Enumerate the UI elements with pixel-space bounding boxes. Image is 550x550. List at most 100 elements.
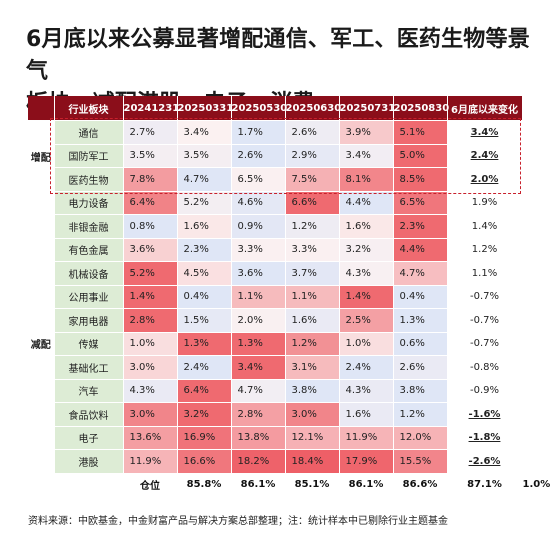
value-cell: 16.6%: [177, 449, 232, 474]
table-row: 医药生物 7.8% 4.7% 6.5% 7.5% 8.1% 8.5% 2.0%: [28, 167, 523, 192]
industry-name: 传媒: [54, 332, 124, 356]
value-cell: 6.6%: [285, 191, 340, 215]
industry-name: 机械设备: [54, 261, 124, 286]
industry-name: 家用电器: [54, 308, 124, 333]
table-header-row: 行业板块 20241231 20250331 20250530 20250630 2025…: [28, 96, 523, 121]
change-cell: -1.8%: [447, 426, 523, 450]
total-row: 仓位 85.8% 86.1% 85.1% 86.1% 86.6% 87.1% 1.0%: [28, 472, 550, 497]
value-cell: 4.6%: [231, 191, 286, 215]
change-cell: 1.4%: [447, 214, 523, 239]
value-cell: 3.8%: [393, 379, 448, 403]
value-cell: 12.0%: [393, 426, 448, 450]
value-cell: 3.4%: [231, 355, 286, 380]
column-header: 20250331: [177, 96, 233, 121]
column-header: 20250731: [339, 96, 395, 121]
change-cell: 1.9%: [447, 191, 523, 215]
value-cell: 13.6%: [123, 426, 178, 450]
value-cell: 1.4%: [123, 285, 178, 309]
value-cell: 2.3%: [393, 214, 448, 239]
value-cell: 4.3%: [339, 261, 394, 286]
total-value: 86.1%: [231, 472, 286, 497]
value-cell: 2.7%: [123, 120, 178, 145]
value-cell: 2.6%: [285, 120, 340, 145]
column-header: 20250530: [231, 96, 287, 121]
value-cell: 1.1%: [285, 285, 340, 309]
value-cell: 6.5%: [393, 191, 448, 215]
value-cell: 1.2%: [393, 402, 448, 427]
industry-name: 通信: [54, 120, 124, 145]
total-value: 85.8%: [177, 472, 232, 497]
value-cell: 1.6%: [339, 402, 394, 427]
value-cell: 3.5%: [123, 144, 178, 168]
table-row: 国防军工 3.5% 3.5% 2.6% 2.9% 3.4% 5.0% 2.4%: [28, 144, 523, 168]
value-cell: 3.7%: [285, 261, 340, 286]
column-header: 行业板块: [54, 96, 124, 121]
industry-name: 基础化工: [54, 355, 124, 380]
allocation-table: 行业板块 20241231 20250331 20250530 20250630 2025…: [28, 96, 550, 497]
value-cell: 1.3%: [393, 308, 448, 333]
value-cell: 18.4%: [285, 449, 340, 474]
value-cell: 12.1%: [285, 426, 340, 450]
value-cell: 4.3%: [123, 379, 178, 403]
value-cell: 2.9%: [285, 144, 340, 168]
value-cell: 3.6%: [231, 261, 286, 286]
value-cell: 1.6%: [339, 214, 394, 239]
value-cell: 0.4%: [393, 285, 448, 309]
value-cell: 1.2%: [285, 214, 340, 239]
value-cell: 17.9%: [339, 449, 394, 474]
change-cell: 2.4%: [447, 144, 523, 168]
total-value: 86.6%: [393, 472, 448, 497]
total-value: 87.1%: [447, 472, 523, 497]
value-cell: 3.4%: [339, 144, 394, 168]
value-cell: 11.9%: [339, 426, 394, 450]
value-cell: 15.5%: [393, 449, 448, 474]
value-cell: 3.6%: [123, 238, 178, 262]
table-row: 食品饮料 3.0% 3.2% 2.8% 3.0% 1.6% 1.2% -1.6%: [28, 402, 523, 427]
industry-name: 电子: [54, 426, 124, 450]
value-cell: 3.0%: [123, 355, 178, 380]
value-cell: 6.4%: [177, 379, 232, 403]
value-cell: 5.1%: [393, 120, 448, 145]
industry-name: 非银金融: [54, 214, 124, 239]
value-cell: 1.3%: [231, 332, 286, 356]
value-cell: 0.8%: [123, 214, 178, 239]
table-row: 非银金融 0.8% 1.6% 0.9% 1.2% 1.6% 2.3% 1.4%: [28, 214, 523, 239]
value-cell: 2.8%: [231, 402, 286, 427]
industry-name: 医药生物: [54, 167, 124, 192]
table-row: 港股 11.9% 16.6% 18.2% 18.4% 17.9% 15.5% -2.6%: [28, 449, 523, 474]
industry-name: 有色金属: [54, 238, 124, 262]
industry-name: 国防军工: [54, 144, 124, 168]
change-cell: -0.9%: [447, 379, 523, 403]
change-cell: -0.8%: [447, 355, 523, 380]
group-label: 减配: [28, 191, 55, 497]
value-cell: 2.4%: [177, 355, 232, 380]
column-header: [28, 96, 55, 121]
industry-name: 港股: [54, 449, 124, 474]
value-cell: 7.5%: [285, 167, 340, 192]
table-row: 有色金属 3.6% 2.3% 3.3% 3.3% 3.2% 4.4% 1.2%: [28, 238, 523, 262]
value-cell: 1.5%: [177, 308, 232, 333]
change-cell: -0.7%: [447, 332, 523, 356]
value-cell: 7.8%: [123, 167, 178, 192]
value-cell: 3.5%: [177, 144, 232, 168]
value-cell: 0.6%: [393, 332, 448, 356]
table-row: 汽车 4.3% 6.4% 4.7% 3.8% 4.3% 3.8% -0.9%: [28, 379, 523, 403]
column-header: 6月底以来变化: [447, 96, 523, 121]
value-cell: 3.3%: [231, 238, 286, 262]
change-cell: 1.2%: [447, 238, 523, 262]
value-cell: 1.4%: [339, 285, 394, 309]
value-cell: 2.6%: [231, 144, 286, 168]
title-line-1: 6月底以来公募显著增配通信、军工、医药生物等景气: [26, 27, 530, 84]
value-cell: 2.3%: [177, 238, 232, 262]
value-cell: 1.0%: [123, 332, 178, 356]
value-cell: 3.8%: [285, 379, 340, 403]
column-header: 20250830: [393, 96, 449, 121]
change-cell: -2.6%: [447, 449, 523, 474]
table-body: 增配 通信 2.7% 3.4% 1.7% 2.6% 3.9% 5.1% 3.4% 国防军工 3.5%…: [28, 120, 550, 497]
value-cell: 8.5%: [393, 167, 448, 192]
group-label: 增配: [28, 120, 55, 191]
value-cell: 4.7%: [231, 379, 286, 403]
value-cell: 2.0%: [231, 308, 286, 333]
table-row: 机械设备 5.2% 4.5% 3.6% 3.7% 4.3% 4.7% 1.1%: [28, 261, 523, 286]
value-cell: 5.2%: [177, 191, 232, 215]
